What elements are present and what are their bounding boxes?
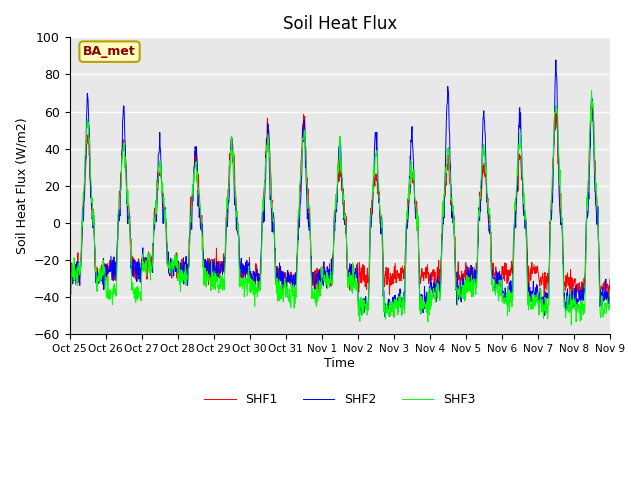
SHF2 bbox=[173, 268, 180, 274]
SHF2 bbox=[66, 266, 74, 272]
SHF2 bbox=[424, 290, 432, 296]
Legend: SHF1, SHF2, SHF3: SHF1, SHF2, SHF3 bbox=[199, 388, 480, 411]
SHF3 bbox=[494, 288, 502, 294]
SHF1 bbox=[424, 262, 431, 268]
SHF3 bbox=[568, 322, 575, 328]
SHF3 bbox=[424, 289, 431, 295]
SHF2 bbox=[606, 298, 614, 303]
SHF3 bbox=[588, 87, 595, 93]
SHF1 bbox=[246, 272, 254, 278]
SHF2 bbox=[186, 231, 194, 237]
SHF2 bbox=[552, 57, 560, 63]
Line: SHF1: SHF1 bbox=[70, 102, 610, 298]
SHF1 bbox=[606, 276, 614, 282]
SHF1 bbox=[66, 270, 74, 276]
Title: Soil Heat Flux: Soil Heat Flux bbox=[283, 15, 397, 33]
SHF2 bbox=[495, 282, 502, 288]
SHF1 bbox=[588, 99, 595, 105]
Line: SHF3: SHF3 bbox=[70, 90, 610, 325]
SHF1 bbox=[540, 295, 548, 300]
SHF3 bbox=[542, 312, 550, 317]
X-axis label: Time: Time bbox=[324, 357, 355, 370]
Y-axis label: Soil Heat Flux (W/m2): Soil Heat Flux (W/m2) bbox=[15, 118, 28, 254]
SHF2 bbox=[542, 290, 550, 296]
SHF3 bbox=[173, 263, 180, 269]
SHF2 bbox=[246, 275, 254, 280]
SHF1 bbox=[186, 228, 194, 234]
Text: BA_met: BA_met bbox=[83, 45, 136, 58]
SHF3 bbox=[66, 280, 74, 286]
SHF1 bbox=[173, 266, 180, 272]
SHF3 bbox=[606, 288, 614, 294]
Line: SHF2: SHF2 bbox=[70, 60, 610, 316]
SHF1 bbox=[542, 278, 550, 284]
SHF3 bbox=[246, 290, 254, 296]
SHF1 bbox=[494, 275, 502, 280]
SHF2 bbox=[381, 313, 388, 319]
SHF3 bbox=[186, 239, 194, 245]
